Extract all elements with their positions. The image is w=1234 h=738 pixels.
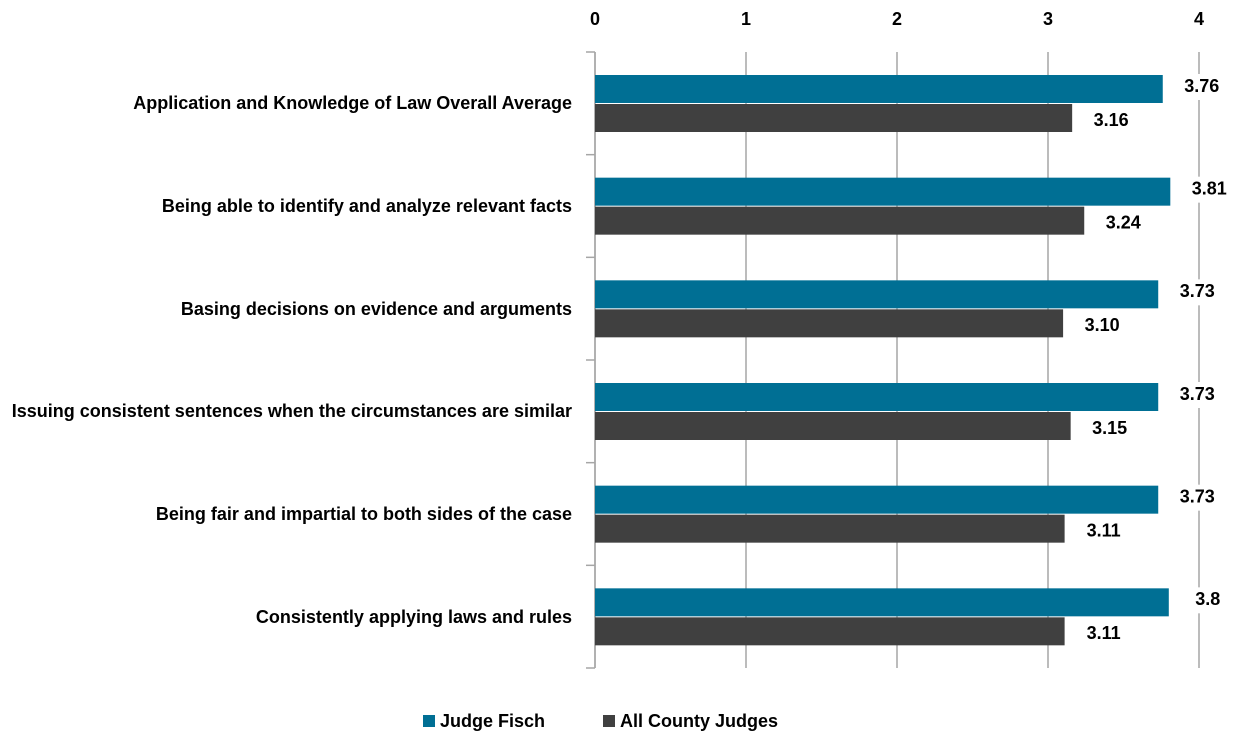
value-label: 3.8	[1195, 589, 1220, 609]
value-label-bg	[1079, 518, 1128, 545]
value-label: 3.10	[1085, 315, 1120, 335]
value-label-bg	[1185, 176, 1234, 203]
value-label-bg	[1099, 210, 1148, 237]
bar	[595, 280, 1159, 309]
value-label: 3.76	[1184, 76, 1219, 96]
legend-label: Judge Fisch	[440, 711, 545, 731]
y-tick-label: Basing decisions on evidence and argumen…	[180, 298, 572, 319]
bar	[595, 177, 1171, 206]
bar	[595, 383, 1159, 411]
value-label-bg	[1183, 587, 1232, 614]
y-tick-label: Being able to identify and analyze relev…	[161, 195, 572, 216]
value-label: 3.73	[1180, 486, 1215, 506]
legend-label: All County Judges	[620, 711, 778, 731]
x-tick-label: 4	[1194, 9, 1204, 29]
value-label-bg	[1177, 74, 1226, 100]
y-tick-label: Issuing consistent sentences when the ci…	[11, 401, 572, 422]
legend-swatch	[423, 715, 435, 727]
y-tick-label: Application and Knowledge of Law Overall…	[133, 93, 572, 114]
x-tick-label: 2	[892, 9, 902, 29]
x-tick-label: 0	[590, 9, 600, 29]
value-label-bg	[1173, 484, 1222, 511]
value-label: 3.11	[1087, 623, 1121, 643]
value-label-bg	[1085, 416, 1134, 442]
bar	[595, 206, 1085, 235]
value-label: 3.24	[1106, 212, 1141, 232]
value-label: 3.73	[1180, 384, 1215, 404]
y-tick-label: Being fair and impartial to both sides o…	[155, 503, 572, 524]
value-label-bg	[1087, 108, 1136, 134]
bar	[595, 514, 1065, 543]
value-label: 3.16	[1094, 110, 1129, 130]
bar	[595, 75, 1163, 103]
x-tick-label: 3	[1043, 9, 1053, 29]
bar	[595, 588, 1169, 617]
value-label: 3.11	[1087, 520, 1121, 540]
legend-swatch	[603, 715, 615, 727]
value-label: 3.81	[1192, 178, 1227, 198]
bar	[595, 104, 1073, 132]
value-label-bg	[1079, 621, 1128, 648]
y-tick-label: Consistently applying laws and rules	[255, 606, 572, 627]
bar	[595, 412, 1071, 440]
bar	[595, 309, 1064, 338]
value-label-bg	[1173, 279, 1222, 306]
value-label: 3.15	[1092, 418, 1127, 438]
value-label-bg	[1173, 382, 1222, 408]
bar	[595, 485, 1159, 514]
value-label: 3.73	[1180, 281, 1215, 301]
value-label-bg	[1078, 313, 1127, 340]
x-tick-label: 1	[741, 9, 751, 29]
bar	[595, 617, 1065, 646]
